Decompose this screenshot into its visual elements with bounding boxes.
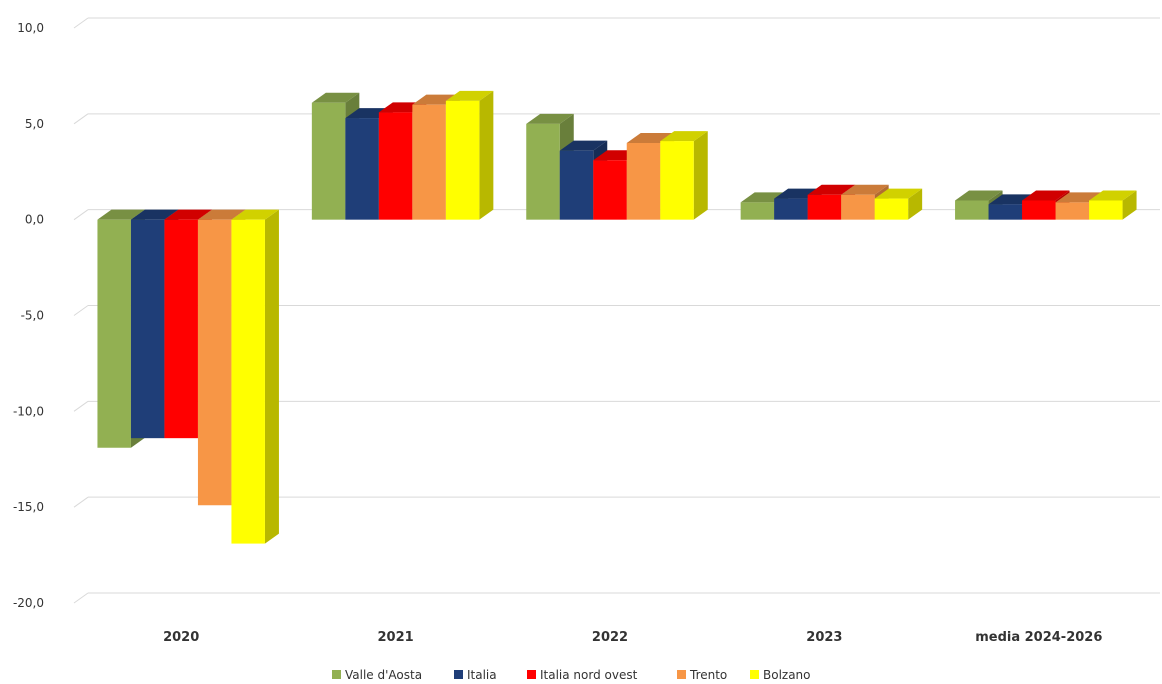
x-tick-label: 2022 — [592, 630, 628, 645]
x-tick-label: media 2024-2026 — [975, 630, 1102, 645]
y-tick-label: -10,0 — [13, 404, 44, 418]
legend-label: Trento — [689, 668, 727, 682]
bar-top — [130, 209, 179, 220]
bar-front — [130, 219, 165, 439]
legend-item: Trento — [677, 668, 727, 682]
bar-front — [1055, 202, 1090, 220]
bar-top — [807, 184, 856, 195]
legend-swatch — [750, 670, 759, 679]
legend-swatch — [677, 670, 686, 679]
bar-front — [97, 219, 131, 448]
bar-top — [874, 188, 923, 199]
bar-top — [841, 184, 889, 195]
bar-front — [740, 202, 775, 220]
bar-front — [626, 143, 661, 220]
y-axis: 10,0 5,0 0,0 -5,0 -10,0 -15,0 -20,0 — [13, 21, 44, 610]
bar-front — [231, 219, 265, 544]
bar-front — [445, 100, 480, 220]
bar-front — [807, 194, 842, 220]
bar — [874, 188, 923, 220]
gridline-side — [73, 209, 89, 221]
bars — [97, 90, 1137, 544]
y-tick-label: -20,0 — [13, 596, 44, 610]
legend-swatch — [527, 670, 536, 679]
bar — [1089, 190, 1137, 220]
bar-front — [841, 194, 875, 220]
x-tick-label: 2020 — [163, 630, 199, 645]
bar-front — [311, 102, 346, 220]
bar — [660, 131, 708, 220]
bar-front — [988, 204, 1023, 220]
gridline-side — [73, 113, 89, 125]
legend-item: Bolzano — [750, 668, 811, 682]
bar-front — [164, 219, 198, 439]
gridline-side — [73, 496, 89, 508]
bar-front — [345, 118, 379, 220]
bar-front — [874, 198, 909, 220]
y-tick-label: -15,0 — [13, 500, 44, 514]
bar-top — [164, 209, 212, 220]
bar-front — [559, 150, 594, 220]
gridline-side — [73, 400, 89, 412]
legend-item: Italia — [454, 668, 497, 682]
x-tick-label: 2023 — [806, 630, 842, 645]
legend-swatch — [454, 670, 463, 679]
legend-label: Bolzano — [763, 668, 811, 682]
bar-top — [197, 209, 246, 220]
bar-top — [311, 92, 360, 103]
bar-top — [1089, 190, 1137, 201]
bar-top — [559, 140, 608, 151]
bar-front — [1089, 200, 1123, 220]
legend-label: Italia — [467, 668, 497, 682]
bar-top — [97, 209, 145, 220]
bar-top — [1022, 190, 1070, 201]
bar-side — [693, 131, 708, 220]
bar-front — [378, 112, 413, 220]
legend: Valle d'Aosta Italia Italia nord ovest Tren… — [332, 668, 811, 682]
bar-side — [908, 188, 923, 220]
bar-front — [197, 219, 232, 506]
y-tick-label: 5,0 — [25, 117, 44, 131]
x-axis: 2020 2021 2022 2023 media 2024-2026 — [163, 630, 1102, 645]
gridline-side — [73, 592, 89, 604]
bar-top — [526, 113, 574, 124]
legend-label: Italia nord ovest — [540, 668, 638, 682]
bar-top — [445, 90, 494, 101]
bar-front — [412, 104, 446, 220]
bar-side — [1122, 190, 1137, 220]
bar-front — [955, 200, 989, 220]
bar-front — [774, 198, 808, 220]
bar-top — [955, 190, 1003, 201]
bar-side — [264, 209, 279, 544]
bar-front — [1022, 200, 1056, 220]
gridline-side — [73, 305, 89, 316]
y-tick-label: 10,0 — [17, 21, 44, 35]
x-tick-label: 2021 — [378, 630, 414, 645]
bar — [231, 209, 279, 544]
bar-front — [593, 160, 627, 220]
bar-side — [479, 90, 494, 220]
legend-swatch — [332, 670, 341, 679]
legend-item: Italia nord ovest — [527, 668, 638, 682]
bar — [445, 90, 494, 220]
y-tick-label: -5,0 — [21, 309, 44, 323]
y-tick-label: 0,0 — [25, 213, 44, 227]
bar-top — [660, 131, 708, 142]
legend-label: Valle d'Aosta — [345, 668, 422, 682]
bar-front — [526, 123, 560, 220]
bar-top — [231, 209, 279, 220]
gridline-side — [73, 17, 89, 29]
bar-front — [660, 141, 694, 220]
legend-item: Valle d'Aosta — [332, 668, 422, 682]
